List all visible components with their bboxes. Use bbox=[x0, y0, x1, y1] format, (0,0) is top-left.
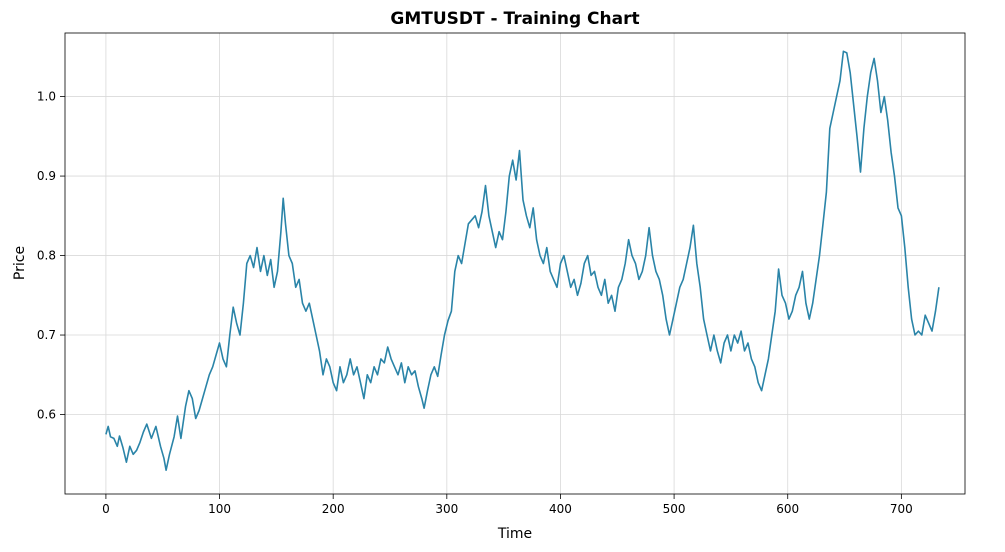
chart-title: GMTUSDT - Training Chart bbox=[390, 9, 639, 29]
y-tick-label: 0.6 bbox=[37, 408, 56, 422]
x-tick-label: 700 bbox=[890, 502, 913, 516]
x-axis-ticks: 0 100 200 300 400 500 600 700 bbox=[102, 494, 913, 516]
y-axis-label: Price bbox=[12, 246, 28, 280]
x-tick-label: 200 bbox=[322, 502, 345, 516]
y-tick-label: 0.7 bbox=[37, 328, 56, 342]
x-axis-label: Time bbox=[497, 526, 532, 542]
y-tick-label: 1.0 bbox=[37, 90, 56, 104]
x-tick-label: 400 bbox=[549, 502, 572, 516]
x-tick-label: 300 bbox=[435, 502, 458, 516]
plot-frame bbox=[64, 32, 966, 495]
y-tick-label: 0.8 bbox=[37, 249, 56, 263]
x-tick-label: 100 bbox=[208, 502, 231, 516]
x-tick-label: 0 bbox=[102, 502, 110, 516]
x-tick-label: 500 bbox=[663, 502, 686, 516]
series-layer bbox=[105, 50, 940, 471]
x-tick-label: 600 bbox=[776, 502, 799, 516]
price-series-line bbox=[105, 50, 940, 471]
y-axis-ticks: 0.6 0.7 0.8 0.9 1.0 bbox=[37, 90, 65, 422]
y-tick-label: 0.9 bbox=[37, 169, 56, 183]
